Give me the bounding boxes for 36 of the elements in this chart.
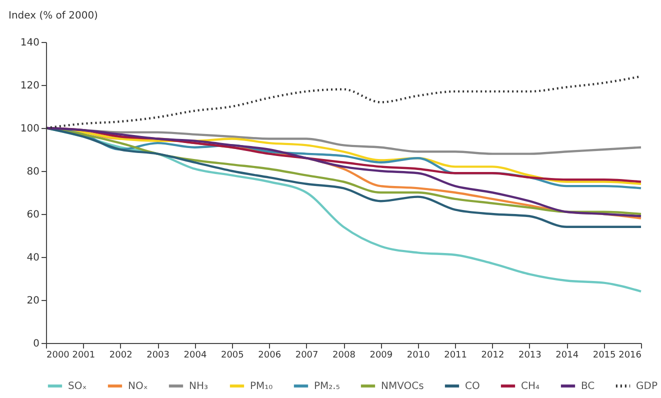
x-tick-label: 2010 bbox=[406, 350, 430, 360]
x-tick-label: 2016 bbox=[618, 350, 642, 360]
x-tick-label: 2001 bbox=[72, 350, 96, 360]
y-tick-label: 40 bbox=[26, 252, 40, 264]
y-axis-title: Index (% of 2000) bbox=[8, 10, 98, 22]
x-tick-label: 2011 bbox=[444, 350, 468, 360]
legend-label: GDP bbox=[636, 381, 658, 392]
x-tick-label: 2014 bbox=[556, 350, 579, 360]
legend-label: CO bbox=[465, 381, 480, 392]
x-tick-label: 2002 bbox=[109, 350, 132, 360]
x-tick-label: 2015 bbox=[592, 350, 616, 360]
legend-label: NMVOCs bbox=[381, 381, 424, 392]
x-tick-label: 2007 bbox=[295, 350, 318, 360]
y-tick-label: 60 bbox=[26, 210, 40, 220]
y-tick-label: 120 bbox=[20, 80, 40, 92]
x-tick-label: 2013 bbox=[518, 350, 542, 360]
legend-label: BC bbox=[581, 381, 595, 392]
legend-label: PM₁₀ bbox=[250, 381, 273, 392]
x-tick-label: 2000 bbox=[46, 350, 70, 360]
x-tick-label: 2003 bbox=[146, 350, 170, 360]
x-tick-label: 2004 bbox=[184, 350, 207, 360]
y-tick-label: 0 bbox=[33, 338, 40, 350]
legend-label: NH₃ bbox=[189, 381, 208, 392]
y-tick-label: 100 bbox=[20, 124, 40, 134]
x-tick-label: 2009 bbox=[370, 350, 393, 360]
x-tick-label: 2008 bbox=[332, 350, 356, 360]
x-tick-label: 2005 bbox=[220, 350, 244, 360]
legend-label: SOₓ bbox=[68, 381, 87, 392]
legend-label: PM₂.₅ bbox=[314, 381, 340, 392]
y-tick-label: 140 bbox=[20, 38, 40, 48]
legend-label: CH₄ bbox=[521, 381, 540, 392]
y-tick-label: 80 bbox=[26, 166, 40, 178]
y-tick-label: 20 bbox=[26, 296, 40, 306]
x-tick-label: 2006 bbox=[258, 350, 282, 360]
legend-label: NOₓ bbox=[128, 381, 148, 392]
x-tick-label: 2012 bbox=[481, 350, 504, 360]
